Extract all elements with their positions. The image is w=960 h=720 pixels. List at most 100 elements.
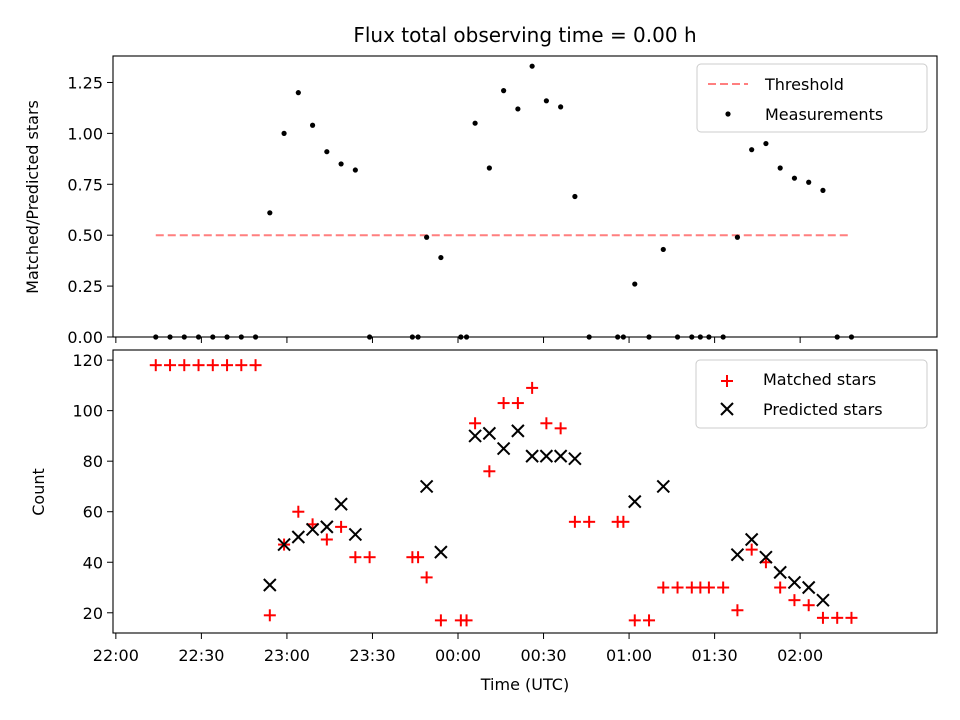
top-legend: Threshold Measurements	[696, 63, 928, 133]
measurement-point	[558, 104, 564, 110]
matched-star-point	[349, 551, 362, 564]
matched-star-point	[816, 611, 829, 624]
bottom-plot-area	[149, 359, 858, 627]
matched-star-point	[583, 515, 596, 528]
measurement-point	[324, 149, 330, 155]
matched-star-point	[540, 417, 553, 430]
bottom-panel: Count Time (UTC) 20 40 60 80 100 120 22:00 22:3…	[29, 349, 938, 694]
matched-star-point	[460, 614, 473, 627]
matched-star-point	[643, 614, 656, 627]
matched-star-point	[235, 359, 248, 372]
legend-matched-swatch	[721, 375, 733, 387]
matched-star-point	[149, 359, 162, 372]
top-y-tick-label: 1.00	[67, 124, 103, 143]
x-tick-label: 22:00	[93, 646, 139, 665]
measurement-point	[281, 130, 287, 136]
measurement-point	[529, 63, 535, 69]
matched-star-point	[469, 417, 482, 430]
top-y-tick-label: 0.75	[67, 175, 103, 194]
top-y-tick-label: 0.25	[67, 277, 103, 296]
predicted-star-point	[787, 575, 802, 590]
matched-star-point	[802, 599, 815, 612]
chart-title: Flux total observing time = 0.00 h	[353, 23, 696, 47]
measurement-point	[424, 234, 430, 240]
matched-star-point	[671, 581, 684, 594]
measurement-point	[734, 234, 741, 240]
measurement-point	[806, 179, 812, 185]
measurement-point	[543, 98, 549, 104]
x-tick-label: 23:00	[264, 646, 310, 665]
matched-star-point	[363, 551, 376, 564]
predicted-star-point	[553, 449, 568, 463]
x-tick-label: 01:30	[692, 646, 738, 665]
measurement-point	[501, 88, 507, 94]
predicted-star-point	[730, 547, 745, 562]
top-y-axis-label: Matched/Predicted stars	[23, 100, 42, 294]
matched-star-point	[178, 359, 191, 372]
top-y-tick-label: 0.00	[67, 328, 103, 347]
matched-star-point	[717, 581, 730, 594]
bottom-y-tick-label: 100	[72, 402, 103, 421]
predicted-star-point	[291, 530, 306, 544]
matched-star-point	[568, 515, 581, 528]
predicted-star-point	[305, 522, 320, 537]
matched-star-point	[221, 359, 234, 372]
top-legend-box	[696, 63, 928, 133]
measurement-point	[295, 90, 301, 96]
measurement-point	[632, 281, 638, 287]
predicted-star-point	[525, 449, 539, 463]
predicted-star-point	[744, 532, 759, 547]
x-tick-label: 02:00	[777, 646, 823, 665]
x-tick-label: 00:30	[520, 646, 566, 665]
measurement-point	[352, 167, 358, 173]
predicted-star-point	[511, 424, 525, 438]
matched-star-point	[745, 543, 758, 556]
predicted-star-point	[759, 550, 773, 564]
x-tick-label: 00:00	[435, 646, 481, 665]
matched-star-point	[164, 359, 177, 372]
measurement-point	[791, 175, 798, 181]
predicted-star-point	[656, 479, 670, 494]
matched-star-point	[628, 614, 641, 627]
x-tick-label: 01:00	[606, 646, 652, 665]
legend-matched-label: Matched stars	[763, 370, 876, 389]
matched-star-point	[526, 381, 539, 394]
measurement-point	[660, 246, 666, 253]
matched-star-point	[554, 422, 567, 435]
predicted-star-point	[773, 565, 787, 580]
top-y-tick-label: 0.50	[67, 226, 103, 245]
measurement-point	[486, 165, 492, 171]
bottom-y-axis-label: Count	[29, 468, 48, 516]
x-tick-label: 23:30	[349, 646, 395, 665]
predicted-star-point	[539, 449, 554, 463]
measurement-point	[820, 187, 826, 193]
bottom-axes-frame	[112, 349, 938, 634]
matched-star-point	[320, 533, 333, 546]
predicted-star-point	[801, 580, 816, 595]
predicted-star-point	[334, 497, 348, 511]
measurement-point	[777, 165, 783, 171]
predicted-star-point	[277, 537, 291, 552]
matched-star-point	[497, 397, 510, 410]
matched-star-point	[192, 359, 205, 372]
matched-star-point	[483, 465, 496, 478]
bottom-y-tick-label: 120	[72, 351, 103, 370]
measurement-point	[515, 106, 521, 112]
matched-star-point	[617, 515, 630, 528]
bottom-y-tick-label: 60	[83, 503, 103, 522]
measurement-point	[763, 140, 769, 147]
x-tick-label: 22:30	[178, 646, 224, 665]
predicted-star-point	[482, 426, 497, 441]
matched-star-point	[702, 581, 715, 594]
x-axis-label: Time (UTC)	[480, 675, 569, 694]
bottom-legend-box	[695, 359, 928, 429]
predicted-star-point	[263, 578, 277, 592]
measurement-point	[309, 122, 316, 128]
legend-predicted-label: Predicted stars	[763, 400, 883, 419]
top-y-tick-label: 1.25	[67, 73, 103, 92]
predicted-star-point	[468, 429, 482, 443]
bottom-y-tick-label: 20	[83, 604, 103, 623]
legend-measurements-swatch	[725, 111, 731, 117]
top-axes-frame	[112, 55, 938, 338]
